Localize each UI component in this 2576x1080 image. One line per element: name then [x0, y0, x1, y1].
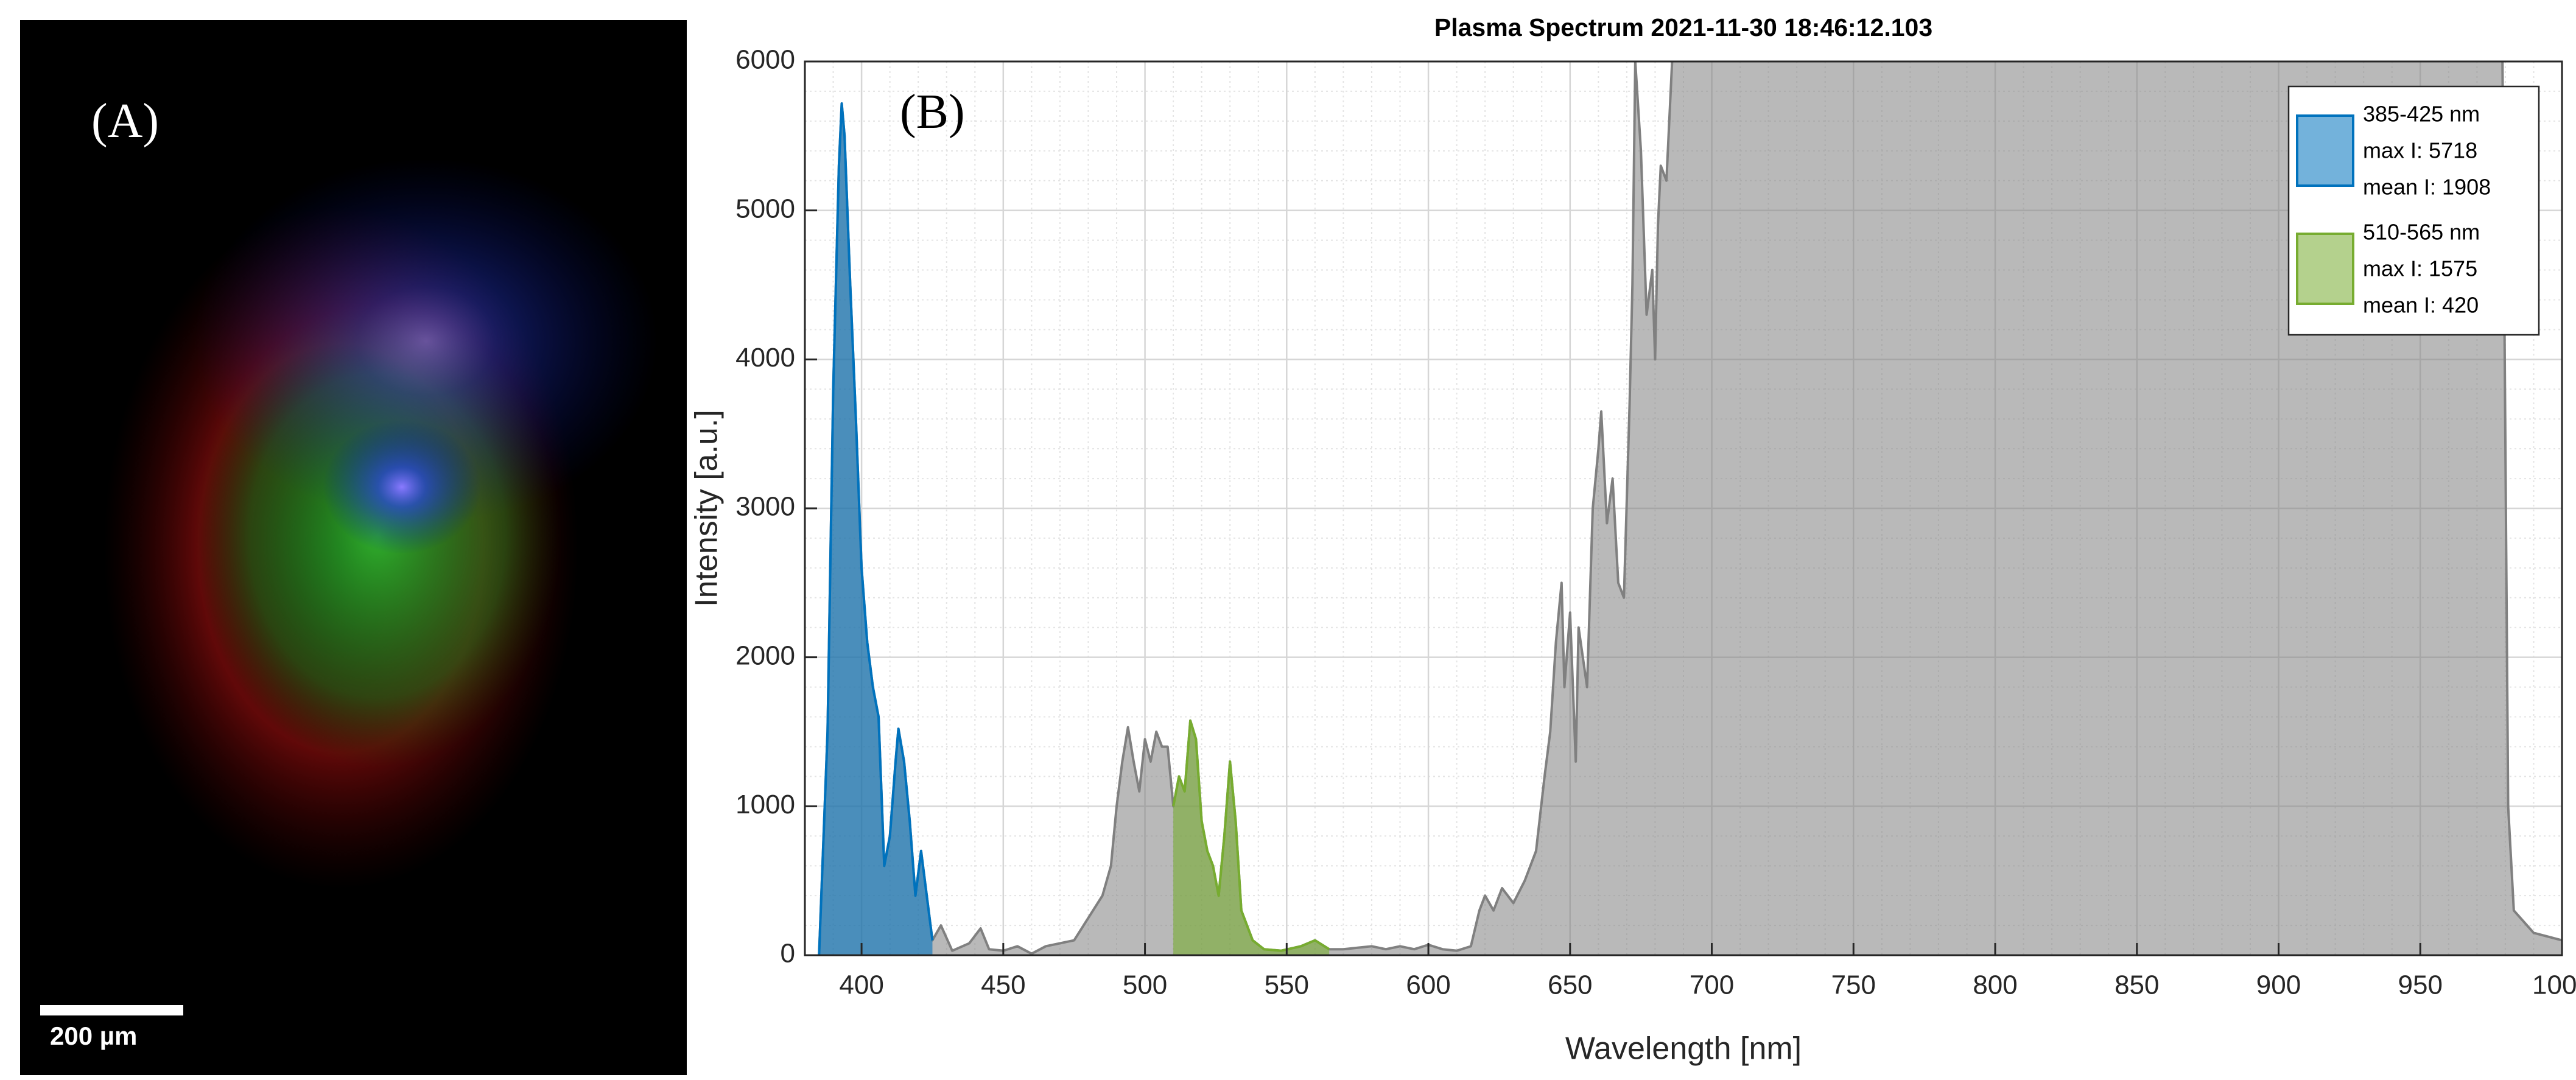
- legend-swatch: [2296, 114, 2354, 187]
- x-tick-label: 900: [2256, 970, 2301, 1000]
- panel-label: (B): [900, 85, 965, 139]
- spectrum-line: [1172, 719, 1330, 952]
- y-tick-label: 6000: [735, 45, 795, 75]
- y-tick-label: 2000: [735, 640, 795, 670]
- legend-detail: mean I: 1908: [2363, 175, 2491, 200]
- x-tick-label: 600: [1406, 970, 1450, 1000]
- x-tick-label: 1000: [2532, 970, 2576, 1000]
- legend-detail: max I: 1575: [2363, 256, 2477, 281]
- y-tick-label: 4000: [735, 343, 795, 373]
- x-tick-label: 450: [981, 970, 1025, 1000]
- x-tick-label: 750: [1831, 970, 1876, 1000]
- legend-label: 510-565 nm: [2363, 220, 2480, 245]
- x-tick-label: 550: [1265, 970, 1309, 1000]
- x-axis-label: Wavelength [nm]: [1565, 1031, 1802, 1067]
- plot: [818, 61, 2562, 955]
- microscope-image: [20, 20, 687, 1075]
- legend-detail: mean I: 420: [2363, 293, 2479, 318]
- y-tick-label: 5000: [735, 194, 795, 223]
- x-tick-label: 400: [839, 970, 883, 1000]
- scale-bar-label: 200 µm: [50, 1022, 137, 1050]
- y-tick-label: 1000: [735, 790, 795, 819]
- x-tick-label: 700: [1690, 970, 1734, 1000]
- y-axis-label: Intensity [a.u.]: [689, 410, 725, 607]
- scale-bar: [40, 1005, 183, 1015]
- x-tick-label: 650: [1548, 970, 1592, 1000]
- panel-label: (A): [91, 94, 159, 148]
- x-tick-label: 950: [2398, 970, 2443, 1000]
- legend: 385-425 nm max I: 5718 mean I: 1908 510-565…: [2287, 85, 2540, 336]
- ticks: 400 450 500 550 600 650 700 750 800 850 900 950 100 0…: [735, 45, 2576, 1000]
- x-tick-label: 800: [1973, 970, 2017, 1000]
- chart-title: Plasma Spectrum 2021-11-30 18:46:12.103: [1434, 13, 1932, 41]
- spectrum-line: [818, 102, 934, 955]
- x-tick-label: 500: [1123, 970, 1167, 1000]
- legend-label: 385-425 nm: [2363, 102, 2480, 127]
- x-tick-label: 850: [2114, 970, 2159, 1000]
- area-fill: [819, 103, 933, 955]
- y-tick-label: 0: [781, 939, 795, 969]
- legend-detail: max I: 5718: [2363, 138, 2477, 163]
- area-fill: [1173, 720, 1330, 955]
- area-fill: [819, 61, 2562, 955]
- legend-swatch: [2296, 233, 2354, 305]
- y-tick-label: 3000: [735, 492, 795, 522]
